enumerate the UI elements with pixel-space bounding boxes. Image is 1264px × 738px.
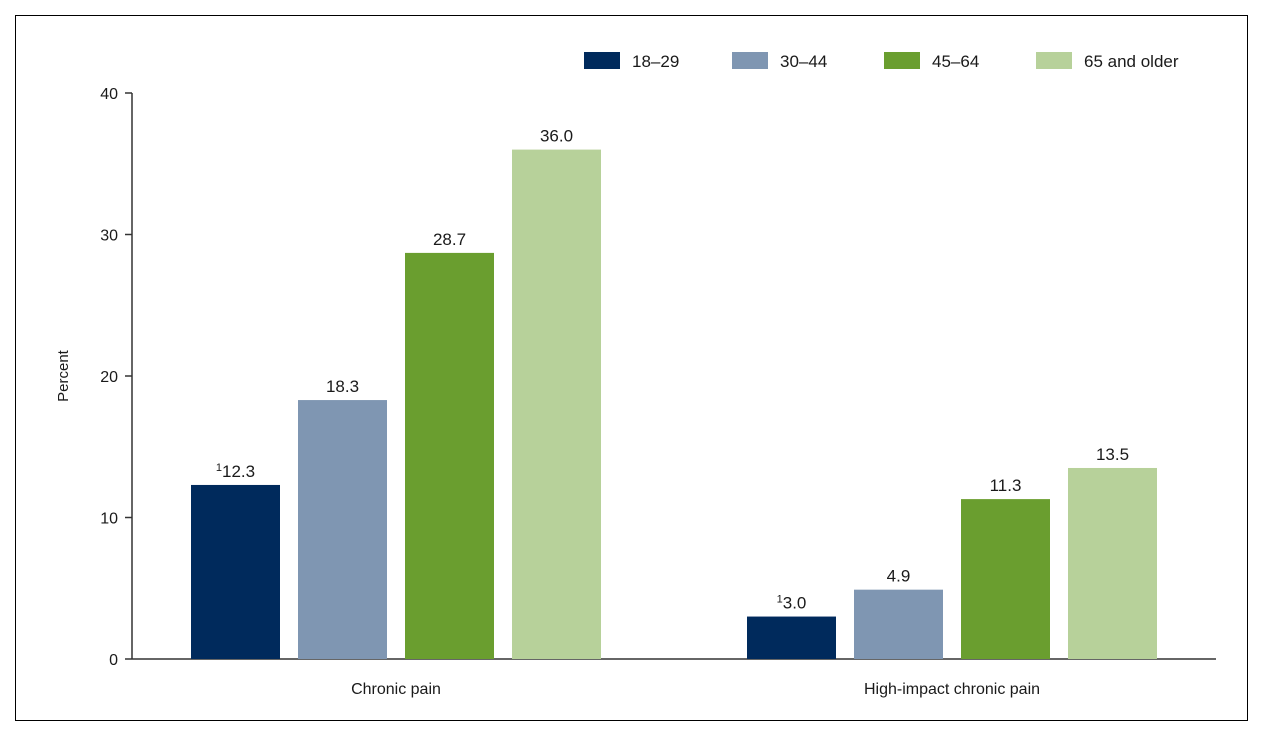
axes: 0 10 20 30 40 Percent Chronic pain High-impact … — [55, 86, 1216, 698]
bar — [747, 616, 836, 659]
bar-value-label: 36.0 — [540, 127, 573, 146]
legend-label: 18–29 — [632, 52, 679, 71]
value-text: 12.3 — [222, 462, 255, 481]
bar — [191, 484, 280, 659]
bar-value-label: 13.5 — [1096, 445, 1129, 464]
bars: 112.318.328.736.013.04.911.313.5 — [191, 127, 1157, 659]
bar — [512, 149, 601, 659]
legend-label: 30–44 — [780, 52, 827, 71]
chart-frame — [15, 15, 1248, 721]
bar-value-label: 112.3 — [216, 462, 255, 481]
legend-label: 65 and older — [1084, 52, 1179, 71]
x-category-label: High-impact chronic pain — [864, 681, 1040, 698]
value-text: 3.0 — [783, 594, 807, 613]
bar-value-label: 13.0 — [777, 594, 807, 613]
y-tick-label: 0 — [109, 652, 118, 669]
bar — [405, 252, 494, 659]
legend-swatch — [584, 52, 620, 69]
bar-value-label: 18.3 — [326, 377, 359, 396]
legend-label: 45–64 — [932, 52, 979, 71]
y-tick-label: 20 — [100, 369, 118, 386]
x-category-label: Chronic pain — [351, 681, 441, 698]
footnote-marker: 1 — [216, 462, 222, 474]
bar — [854, 589, 943, 659]
bar — [1068, 467, 1157, 659]
legend-swatch — [884, 52, 920, 69]
y-tick-label: 40 — [100, 86, 118, 103]
legend: 18–29 30–44 45–64 65 and older — [584, 52, 1179, 71]
legend-swatch — [732, 52, 768, 69]
bar-value-label: 28.7 — [433, 230, 466, 249]
bar — [961, 499, 1050, 659]
bar — [298, 400, 387, 659]
y-tick-label: 30 — [100, 228, 118, 245]
bar-value-label: 11.3 — [990, 476, 1022, 495]
y-tick-label: 10 — [100, 511, 118, 528]
legend-swatch — [1036, 52, 1072, 69]
bar-value-label: 4.9 — [887, 567, 911, 586]
y-axis-title: Percent — [55, 349, 72, 402]
footnote-marker: 1 — [777, 594, 783, 606]
